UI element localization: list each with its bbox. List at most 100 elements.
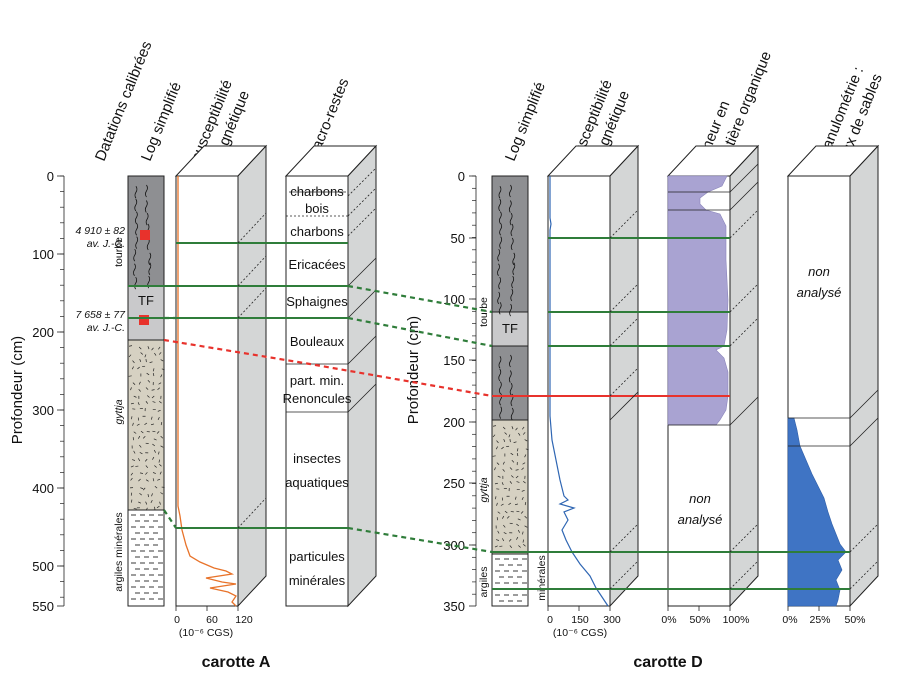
gyttja-texture [516, 536, 519, 540]
gyttja-texture [506, 445, 510, 448]
peat-texture [134, 186, 138, 199]
gyttja-texture [495, 539, 500, 541]
gyttja-texture [130, 477, 133, 481]
gyttja-texture [130, 387, 132, 391]
gyttja-texture [149, 361, 153, 363]
title-carotte-a: carotte A [202, 654, 271, 671]
axis-a-tick-400: 400 [32, 481, 54, 496]
peat-texture [509, 354, 512, 368]
gran-analyse: analysé [797, 285, 842, 300]
gyttja-texture [522, 539, 524, 543]
gyttja-texture [504, 510, 508, 514]
gyttja-texture [524, 525, 528, 528]
gyttja-texture [515, 427, 518, 431]
gyttja-texture [139, 358, 142, 362]
axis-d-tick-0: 0 [458, 169, 465, 184]
axis-d-tick-250: 250 [443, 476, 465, 491]
peat-texture [499, 223, 503, 236]
gyttja-texture [156, 431, 160, 434]
gyttja-texture [131, 366, 134, 370]
axis-d-tick-350: 350 [443, 599, 465, 614]
date-2-line1: 7 658 ± 77 [75, 309, 126, 321]
peat-texture [148, 262, 152, 275]
macro-minerales: minérales [289, 573, 346, 588]
gyttja-texture [128, 345, 133, 347]
gyttja-texture [139, 472, 144, 474]
gyttja-texture [145, 472, 148, 475]
log-d-minerales: minérales [536, 555, 548, 601]
gyttja-texture [152, 478, 155, 482]
peat-texture [135, 223, 139, 236]
axis-d-tick-150: 150 [443, 353, 465, 368]
gyttja-texture [147, 494, 149, 498]
peat-texture [509, 303, 513, 317]
macro-charbons-1: charbons [290, 184, 344, 199]
gyttja-texture [515, 475, 519, 479]
log-a: TF tourbe gyttja argiles minérales [113, 175, 165, 607]
gyttja-texture [502, 468, 505, 472]
log-d-tf-label: TF [502, 321, 518, 336]
peat-texture [510, 288, 514, 302]
gyttja-texture [142, 435, 146, 439]
gyttja-texture [147, 395, 150, 398]
peat-texture [510, 223, 514, 237]
gyttja-texture [502, 461, 505, 465]
macro-ericacees: Ericacées [288, 257, 346, 272]
peat-texture [148, 252, 152, 266]
macro-renoncules: Renoncules [283, 391, 352, 406]
gyttja-texture [511, 426, 514, 430]
gyttja-texture [144, 354, 147, 358]
gyttja-texture [133, 450, 136, 454]
gyttja-texture [130, 472, 134, 476]
axis-d-label: Profondeur (cm) [405, 316, 422, 424]
gyttja-texture [138, 478, 141, 482]
gyttja-texture [152, 430, 156, 433]
gyttja-texture [138, 435, 141, 439]
gyttja-texture [132, 360, 135, 364]
gyttja-texture [494, 545, 498, 548]
gyttja-texture [160, 374, 163, 378]
macro-bois: bois [305, 201, 329, 216]
log-a-argiles: argiles minérales [113, 512, 125, 591]
peat-texture [144, 200, 148, 213]
gyttja-texture [517, 529, 520, 533]
gyttja-texture [518, 545, 521, 548]
gyttja-texture [522, 462, 526, 465]
peat-texture [512, 262, 516, 275]
log-d-tourbe: tourbe [478, 297, 490, 327]
susc-d-unit: (10⁻⁶ CGS) [553, 627, 607, 639]
susc-d-tick-0: 0 [547, 614, 553, 626]
gyttja-texture [128, 354, 132, 358]
gyttja-texture [506, 515, 510, 519]
gyttja-texture [497, 475, 501, 478]
gyttja-texture [502, 515, 505, 519]
gyttja-texture [521, 467, 524, 471]
peat-texture [509, 382, 513, 396]
peat-texture [510, 407, 514, 421]
gyttja-texture [508, 538, 512, 542]
gyttja-texture [132, 382, 136, 385]
axis-a-tick-0: 0 [47, 169, 54, 184]
peat-texture [497, 291, 501, 305]
gyttja-texture [515, 469, 519, 471]
gyttja-texture [508, 434, 511, 438]
mo-tick-100: 100% [723, 614, 750, 626]
date-1-line1: 4 910 ± 82 [75, 225, 125, 237]
gyttja-texture [524, 454, 527, 458]
gyttja-texture [520, 511, 524, 514]
gyttja-texture [503, 532, 507, 535]
axis-d-tick-50: 50 [451, 231, 465, 246]
peat-texture [498, 186, 502, 199]
gyttja-texture [524, 502, 527, 506]
gyttja-texture [145, 479, 149, 482]
gyttja-texture [159, 463, 162, 467]
gyttja-texture [138, 346, 142, 350]
gyttja-texture [152, 472, 156, 474]
peat-texture [134, 198, 138, 212]
gyttja-texture [157, 478, 161, 481]
susceptibility-a-curve [177, 176, 237, 607]
peat-texture [134, 211, 138, 224]
gyttja-texture [140, 487, 144, 490]
gyttja-texture [158, 352, 162, 355]
gyttja-texture [494, 482, 499, 485]
